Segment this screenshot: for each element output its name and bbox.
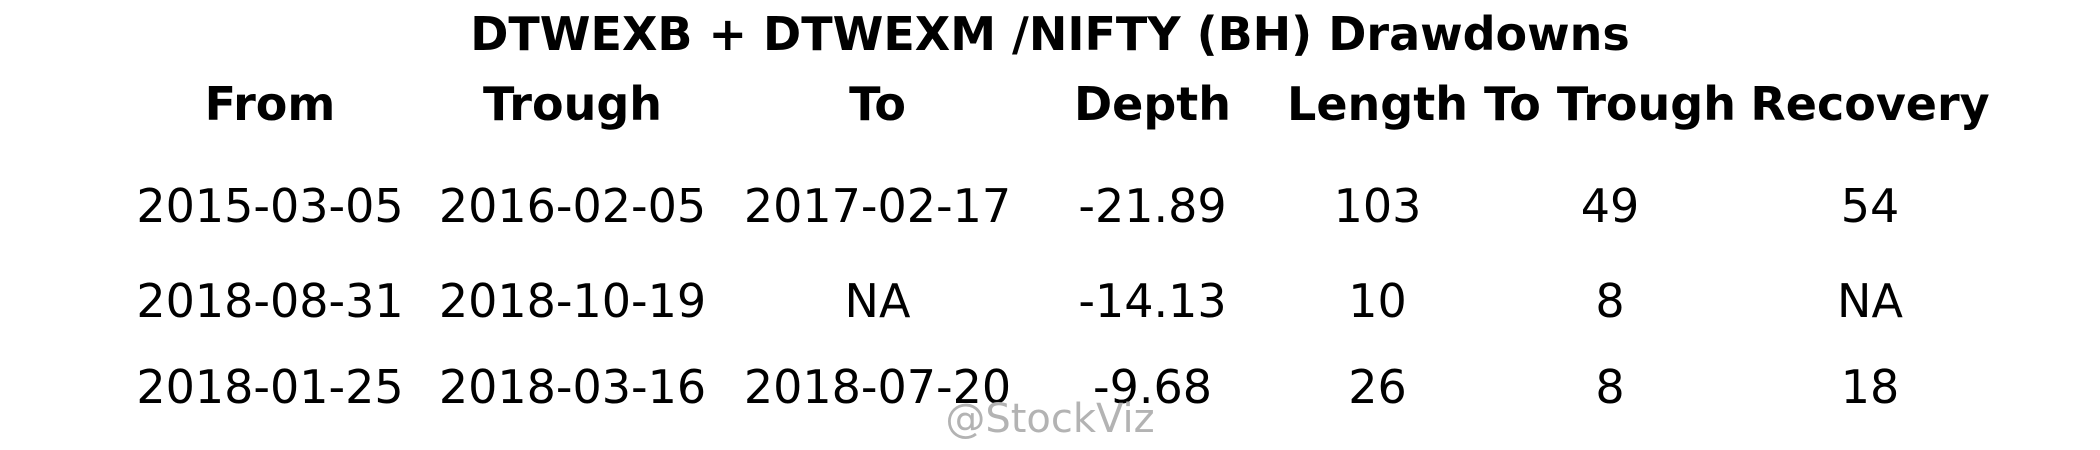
- cell-trough: 2018-03-16: [438, 360, 707, 414]
- cell-depth: -9.68: [1092, 360, 1213, 414]
- cell-to-trough: 8: [1595, 274, 1625, 328]
- table-row: 2018-01-25 2018-03-16 2018-07-20 -9.68 2…: [120, 344, 2000, 430]
- cell-length: 103: [1333, 179, 1422, 233]
- cell-depth: -21.89: [1078, 179, 1227, 233]
- cell-from: 2018-08-31: [136, 274, 404, 328]
- cell-to: NA: [844, 274, 911, 328]
- header-from: From: [204, 77, 336, 131]
- header-to: To: [849, 77, 906, 131]
- cell-to: 2017-02-17: [743, 179, 1012, 233]
- header-row: From Trough To Depth Length To Trough Re…: [120, 72, 2000, 136]
- cell-from: 2015-03-05: [136, 179, 404, 233]
- chart-title: DTWEXB + DTWEXM /NIFTY (BH) Drawdowns: [470, 7, 1630, 61]
- cell-depth: -14.13: [1078, 274, 1227, 328]
- header-length: Length: [1287, 77, 1468, 131]
- table-row: 2015-03-05 2016-02-05 2017-02-17 -21.89 …: [120, 136, 2000, 258]
- header-to-trough: To Trough: [1484, 77, 1736, 131]
- drawdowns-table: From Trough To Depth Length To Trough Re…: [120, 72, 2000, 430]
- header-recovery: Recovery: [1750, 77, 1990, 131]
- cell-length: 10: [1348, 274, 1407, 328]
- cell-recovery: 18: [1840, 360, 1900, 414]
- watermark: @StockViz: [945, 396, 1155, 442]
- cell-to: 2018-07-20: [743, 360, 1012, 414]
- cell-length: 26: [1348, 360, 1407, 414]
- cell-trough: 2018-10-19: [438, 274, 707, 328]
- cell-to-trough: 8: [1595, 360, 1625, 414]
- cell-from: 2018-01-25: [136, 360, 404, 414]
- header-trough: Trough: [482, 77, 663, 131]
- cell-trough: 2016-02-05: [438, 179, 707, 233]
- table-row: 2018-08-31 2018-10-19 NA -14.13 10 8 NA: [120, 258, 2000, 344]
- cell-recovery: 54: [1840, 179, 1900, 233]
- cell-recovery: NA: [1837, 274, 1903, 328]
- header-depth: Depth: [1073, 77, 1232, 131]
- cell-to-trough: 49: [1580, 179, 1640, 233]
